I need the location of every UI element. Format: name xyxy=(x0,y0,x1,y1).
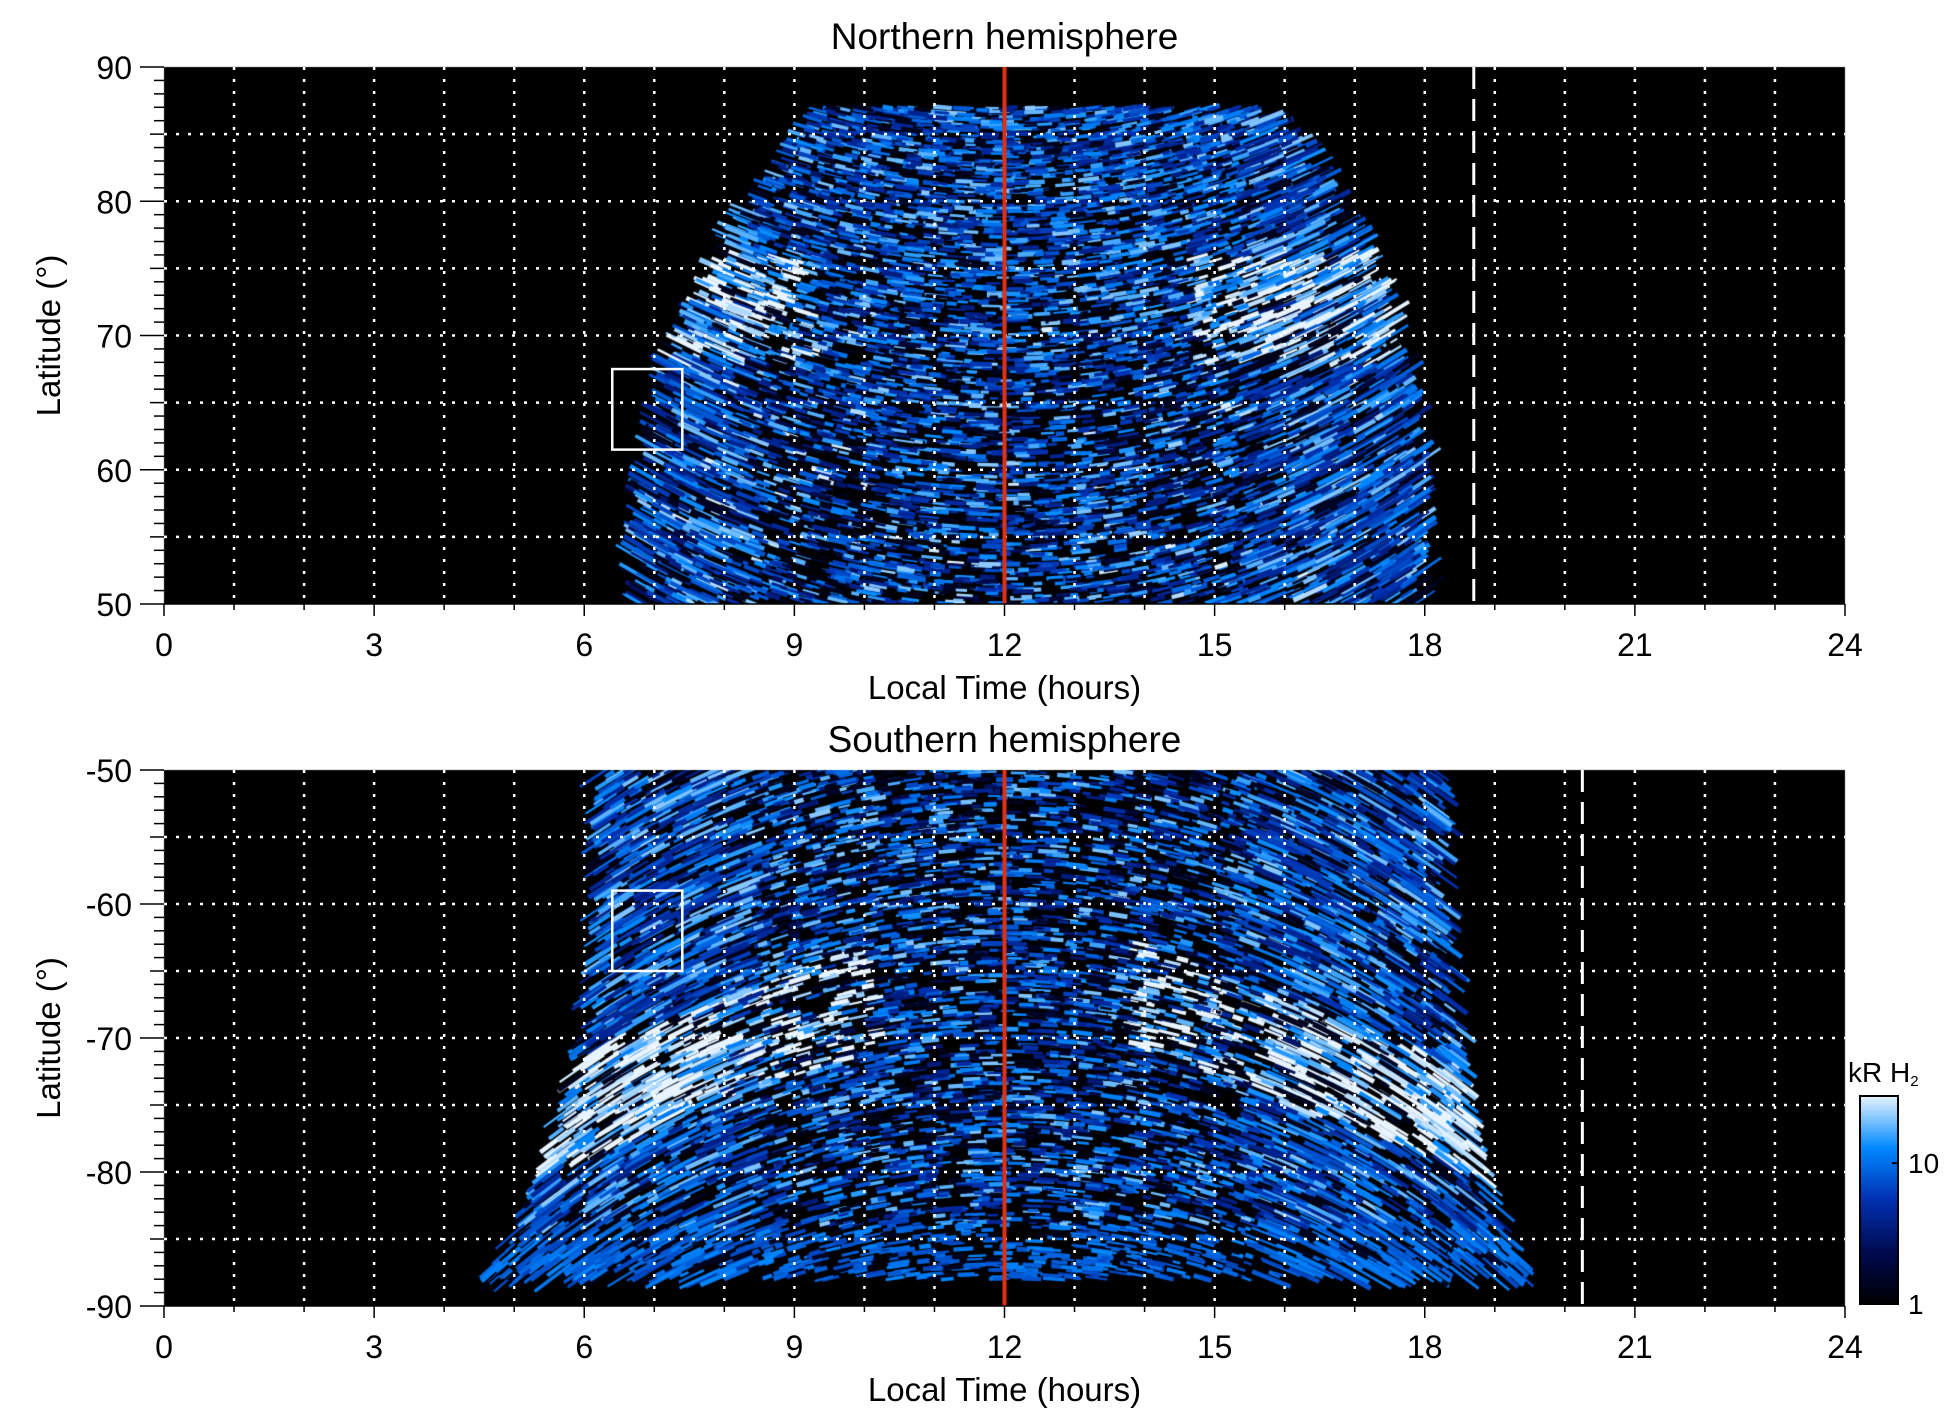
x-tick-label: 24 xyxy=(1827,1329,1863,1365)
colorbar-label: kR H2 xyxy=(1848,1057,1919,1090)
x-tick-label: 21 xyxy=(1617,627,1653,663)
x-tick-label: 9 xyxy=(785,1329,803,1365)
x-tick-label: 0 xyxy=(155,627,173,663)
x-tick-label: 6 xyxy=(575,627,593,663)
y-tick-label: 60 xyxy=(96,453,132,489)
y-tick-label: 80 xyxy=(96,184,132,220)
y-tick-label: -60 xyxy=(86,887,132,923)
y-tick-label: -50 xyxy=(86,753,132,789)
colorbar-label-subscript: 2 xyxy=(1910,1073,1918,1090)
x-tick-label: 15 xyxy=(1197,1329,1233,1365)
panel-title: Northern hemisphere xyxy=(831,16,1179,57)
y-tick-label: -70 xyxy=(86,1021,132,1057)
x-tick-label: 24 xyxy=(1827,627,1863,663)
highlight-box xyxy=(611,367,684,451)
y-axis-label: Latitude (°) xyxy=(30,957,67,1119)
colorbar-tick-label: 10 xyxy=(1908,1148,1939,1179)
x-tick-label: 0 xyxy=(155,1329,173,1365)
y-tick-label: 70 xyxy=(96,319,132,355)
x-tick-label: 6 xyxy=(575,1329,593,1365)
x-tick-label: 18 xyxy=(1407,1329,1443,1365)
x-axis-label: Local Time (hours) xyxy=(868,1371,1141,1408)
colorbar: 1 10 kR H2 xyxy=(1848,1057,1939,1320)
x-tick-label: 3 xyxy=(365,627,383,663)
x-tick-label: 3 xyxy=(365,1329,383,1365)
x-axis-label: Local Time (hours) xyxy=(868,669,1141,706)
y-axis-label: Latitude (°) xyxy=(30,255,67,417)
southern-panel: 0 3 6 9 12 15 18 21 24 -90 -80 -70 -60 -50 Southern he… xyxy=(30,719,1863,1408)
highlight-box xyxy=(611,889,684,973)
x-tick-label: 15 xyxy=(1197,627,1233,663)
x-tick-label: 9 xyxy=(785,627,803,663)
y-tick-label: 50 xyxy=(96,587,132,623)
x-tick-label: 18 xyxy=(1407,627,1443,663)
y-tick-label: -90 xyxy=(86,1289,132,1325)
northern-panel: 0 3 6 9 12 15 18 21 24 50 60 70 80 90 Northern hemisph… xyxy=(30,16,1863,706)
colorbar-bar xyxy=(1859,1095,1899,1305)
panel-title: Southern hemisphere xyxy=(828,719,1182,760)
x-tick-label: 12 xyxy=(987,1329,1023,1365)
x-tick-label: 21 xyxy=(1617,1329,1653,1365)
colorbar-tick-label: 1 xyxy=(1908,1289,1924,1320)
y-tick-label: 90 xyxy=(96,50,132,86)
y-tick-label: -80 xyxy=(86,1155,132,1191)
x-tick-label: 12 xyxy=(987,627,1023,663)
